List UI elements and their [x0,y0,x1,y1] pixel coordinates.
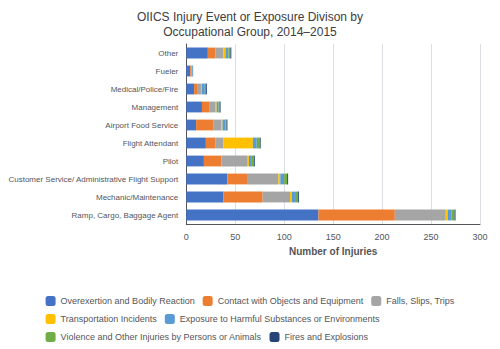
svg-text:Number of Injuries: Number of Injuries [289,246,378,257]
svg-text:Pilot: Pilot [163,157,179,166]
svg-text:Violence and Other Injuries by: Violence and Other Injuries by Persons o… [61,332,262,342]
svg-text:Management: Management [132,103,179,112]
svg-text:250: 250 [424,232,439,242]
svg-text:Transportation Incidents: Transportation Incidents [61,314,158,324]
svg-text:Contact with Objects and Equip: Contact with Objects and Equipment [218,296,364,306]
svg-text:Falls, Slips, Trips: Falls, Slips, Trips [386,296,455,306]
svg-text:100: 100 [277,232,292,242]
svg-text:OIICS Injury Event or Exposure: OIICS Injury Event or Exposure Divison b… [137,10,363,24]
svg-text:Other: Other [158,49,178,58]
svg-text:Occupational Group, 2014–2015: Occupational Group, 2014–2015 [163,25,337,39]
svg-text:50: 50 [230,232,240,242]
svg-text:Overexertion and Bodily Reacti: Overexertion and Bodily Reaction [61,296,195,306]
svg-text:Flight Attendant: Flight Attendant [123,139,179,148]
svg-text:Exposure to Harmful Substances: Exposure to Harmful Substances or Enviro… [180,314,380,324]
svg-text:Airport Food Service: Airport Food Service [105,121,178,130]
svg-text:0: 0 [184,232,189,242]
svg-text:Customer Service/ Administrati: Customer Service/ Administrative Flight … [8,175,179,184]
svg-text:Medical/Police/Fire: Medical/Police/Fire [111,85,179,94]
svg-text:Mechanic/Maintenance: Mechanic/Maintenance [96,193,179,202]
svg-text:200: 200 [375,232,390,242]
svg-text:Fires and Explosions: Fires and Explosions [285,332,369,342]
svg-text:Fueler: Fueler [156,67,179,76]
svg-text:300: 300 [472,232,487,242]
svg-text:150: 150 [326,232,341,242]
svg-text:Ramp, Cargo, Baggage Agent: Ramp, Cargo, Baggage Agent [72,211,180,220]
